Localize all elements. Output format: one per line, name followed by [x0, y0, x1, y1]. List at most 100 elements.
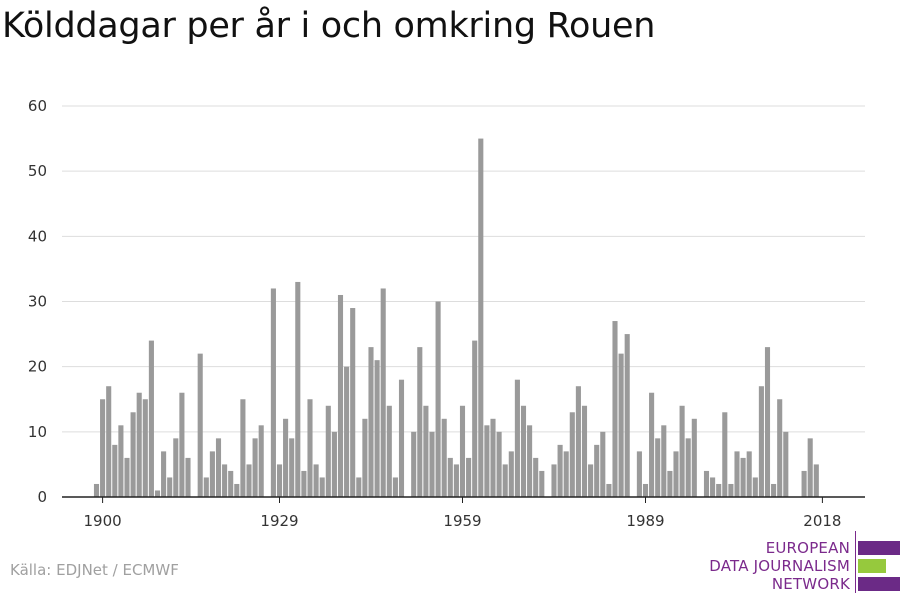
y-tick-label: 0: [37, 488, 47, 506]
logo-bar-purple-bottom: [858, 577, 900, 591]
bar-1929: [276, 464, 283, 497]
bar-1921: [228, 470, 234, 497]
bar-1980: [588, 464, 594, 497]
bar-2010: [771, 483, 777, 497]
bar-1996: [685, 438, 691, 497]
bar-1932: [295, 281, 301, 497]
logo-bar-green: [858, 559, 886, 573]
chart-title: Kölddagar per år i och omkring Rouen: [2, 6, 656, 46]
bar-1903: [118, 425, 124, 497]
bar-1975: [557, 444, 563, 497]
logo-bar-purple-top: [858, 541, 900, 555]
bar-2012: [783, 431, 789, 497]
bar-1939: [337, 294, 344, 497]
y-tick-label: 20: [28, 358, 47, 376]
bar-1982: [600, 431, 606, 497]
bar-1944: [368, 347, 374, 497]
x-tick-label: 1900: [84, 512, 122, 530]
x-tick-label: 2018: [803, 512, 841, 530]
y-tick-label: 60: [28, 97, 47, 115]
bar-1910: [161, 451, 167, 497]
bar-1949: [398, 379, 405, 497]
bar-1957: [447, 457, 453, 497]
bar-1961: [472, 340, 478, 497]
bar-1964: [490, 418, 496, 497]
bar-1966: [502, 464, 508, 497]
bar-1909: [154, 490, 161, 497]
bar-1968: [514, 379, 520, 497]
bar-1978: [575, 386, 581, 497]
bar-1919: [215, 438, 222, 497]
bar-1916: [197, 353, 203, 497]
bar-1946: [380, 288, 386, 497]
bar-1994: [673, 451, 679, 497]
bar-1926: [258, 425, 264, 497]
bar-1948: [392, 477, 398, 497]
bar-1923: [240, 399, 246, 497]
bar-1924: [246, 464, 252, 497]
bar-1900: [100, 399, 106, 497]
bar-1988: [636, 451, 642, 497]
bar-1925: [252, 438, 258, 497]
bar-2007: [752, 477, 758, 497]
bar-1920: [222, 464, 228, 497]
y-tick-label: 30: [28, 293, 47, 311]
bar-1934: [307, 399, 313, 497]
bar-1962: [478, 138, 484, 497]
bar-1931: [289, 438, 295, 497]
bar-1933: [301, 470, 307, 497]
bar-1940: [344, 366, 350, 497]
bar-1899: [93, 483, 100, 497]
bars: [93, 138, 819, 497]
bar-1918: [209, 451, 215, 497]
bar-1947: [386, 405, 392, 497]
bar-1955: [435, 301, 441, 497]
logo-text-line-3: NETWORK: [771, 575, 850, 593]
bar-1977: [569, 412, 575, 497]
bar-1956: [441, 418, 447, 497]
bar-1999: [703, 470, 710, 497]
bar-1960: [466, 457, 472, 497]
bar-2011: [777, 399, 783, 497]
bar-1986: [624, 334, 630, 497]
bar-2000: [710, 477, 716, 497]
bar-1911: [167, 477, 173, 497]
bar-2016: [807, 438, 813, 497]
bar-1976: [563, 451, 569, 497]
bar-2001: [716, 483, 722, 497]
bar-1993: [667, 470, 673, 497]
bar-1906: [136, 392, 142, 497]
bar-1908: [148, 340, 154, 497]
y-axis-ticks: 0 10 20 30 40 50 60: [28, 97, 47, 506]
bar-1912: [173, 438, 179, 497]
bar-1904: [124, 457, 130, 497]
bar-2006: [746, 451, 752, 497]
x-tick-label: 1959: [443, 512, 481, 530]
bar-2008: [758, 386, 764, 497]
x-tick-label: 1929: [260, 512, 298, 530]
y-tick-label: 50: [28, 162, 47, 180]
bar-1938: [331, 431, 337, 497]
bar-1943: [362, 418, 368, 497]
bar-2015: [801, 470, 807, 497]
bar-1941: [350, 308, 356, 497]
bar-1959: [459, 405, 466, 497]
bar-1901: [106, 386, 112, 497]
bar-1905: [130, 412, 136, 497]
bar-1937: [325, 405, 331, 497]
bar-1907: [142, 399, 148, 497]
bar-1979: [581, 405, 588, 497]
bar-1990: [649, 392, 655, 497]
bar-1963: [484, 425, 490, 497]
logo-rule: [855, 531, 856, 593]
bar-1991: [655, 438, 661, 497]
bar-1913: [179, 392, 185, 497]
bar-1992: [661, 425, 667, 497]
x-axis-ticks: 1900 1929 1959 1989 2018: [84, 497, 841, 530]
bar-1997: [691, 418, 697, 497]
bar-1953: [423, 405, 429, 497]
bar-1995: [679, 405, 685, 497]
logo-text-line-2: DATA JOURNALISM: [709, 557, 850, 575]
bar-1902: [112, 444, 118, 497]
